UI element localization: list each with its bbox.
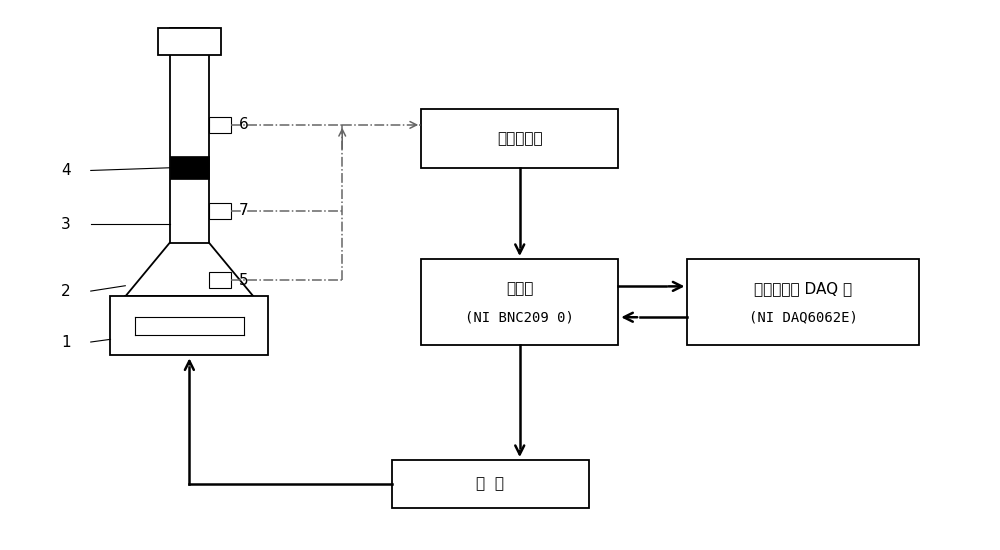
Text: 1: 1 [61,334,71,349]
Bar [158,29,221,55]
Bar [110,296,268,355]
Text: 5: 5 [239,273,248,288]
Text: (NI BNC209 0): (NI BNC209 0) [465,310,574,324]
Bar [209,272,231,288]
Bar [170,29,209,243]
Text: 2: 2 [61,284,71,299]
Text: 适配器: 适配器 [506,282,533,296]
Text: (NI DAQ6062E): (NI DAQ6062E) [749,310,858,324]
Text: 3: 3 [61,217,71,232]
Text: 功  放: 功 放 [476,477,504,492]
Bar [421,109,618,168]
Text: 计算机内置 DAQ 板: 计算机内置 DAQ 板 [754,282,852,296]
Text: 4: 4 [61,163,71,178]
Text: 6: 6 [239,117,248,133]
Bar [209,202,231,219]
Bar [421,259,618,345]
Bar [170,156,209,179]
Bar [687,259,919,345]
Bar [392,460,589,508]
Text: 信号调理器: 信号调理器 [497,131,543,146]
Text: 7: 7 [239,203,248,218]
Bar [209,117,231,133]
